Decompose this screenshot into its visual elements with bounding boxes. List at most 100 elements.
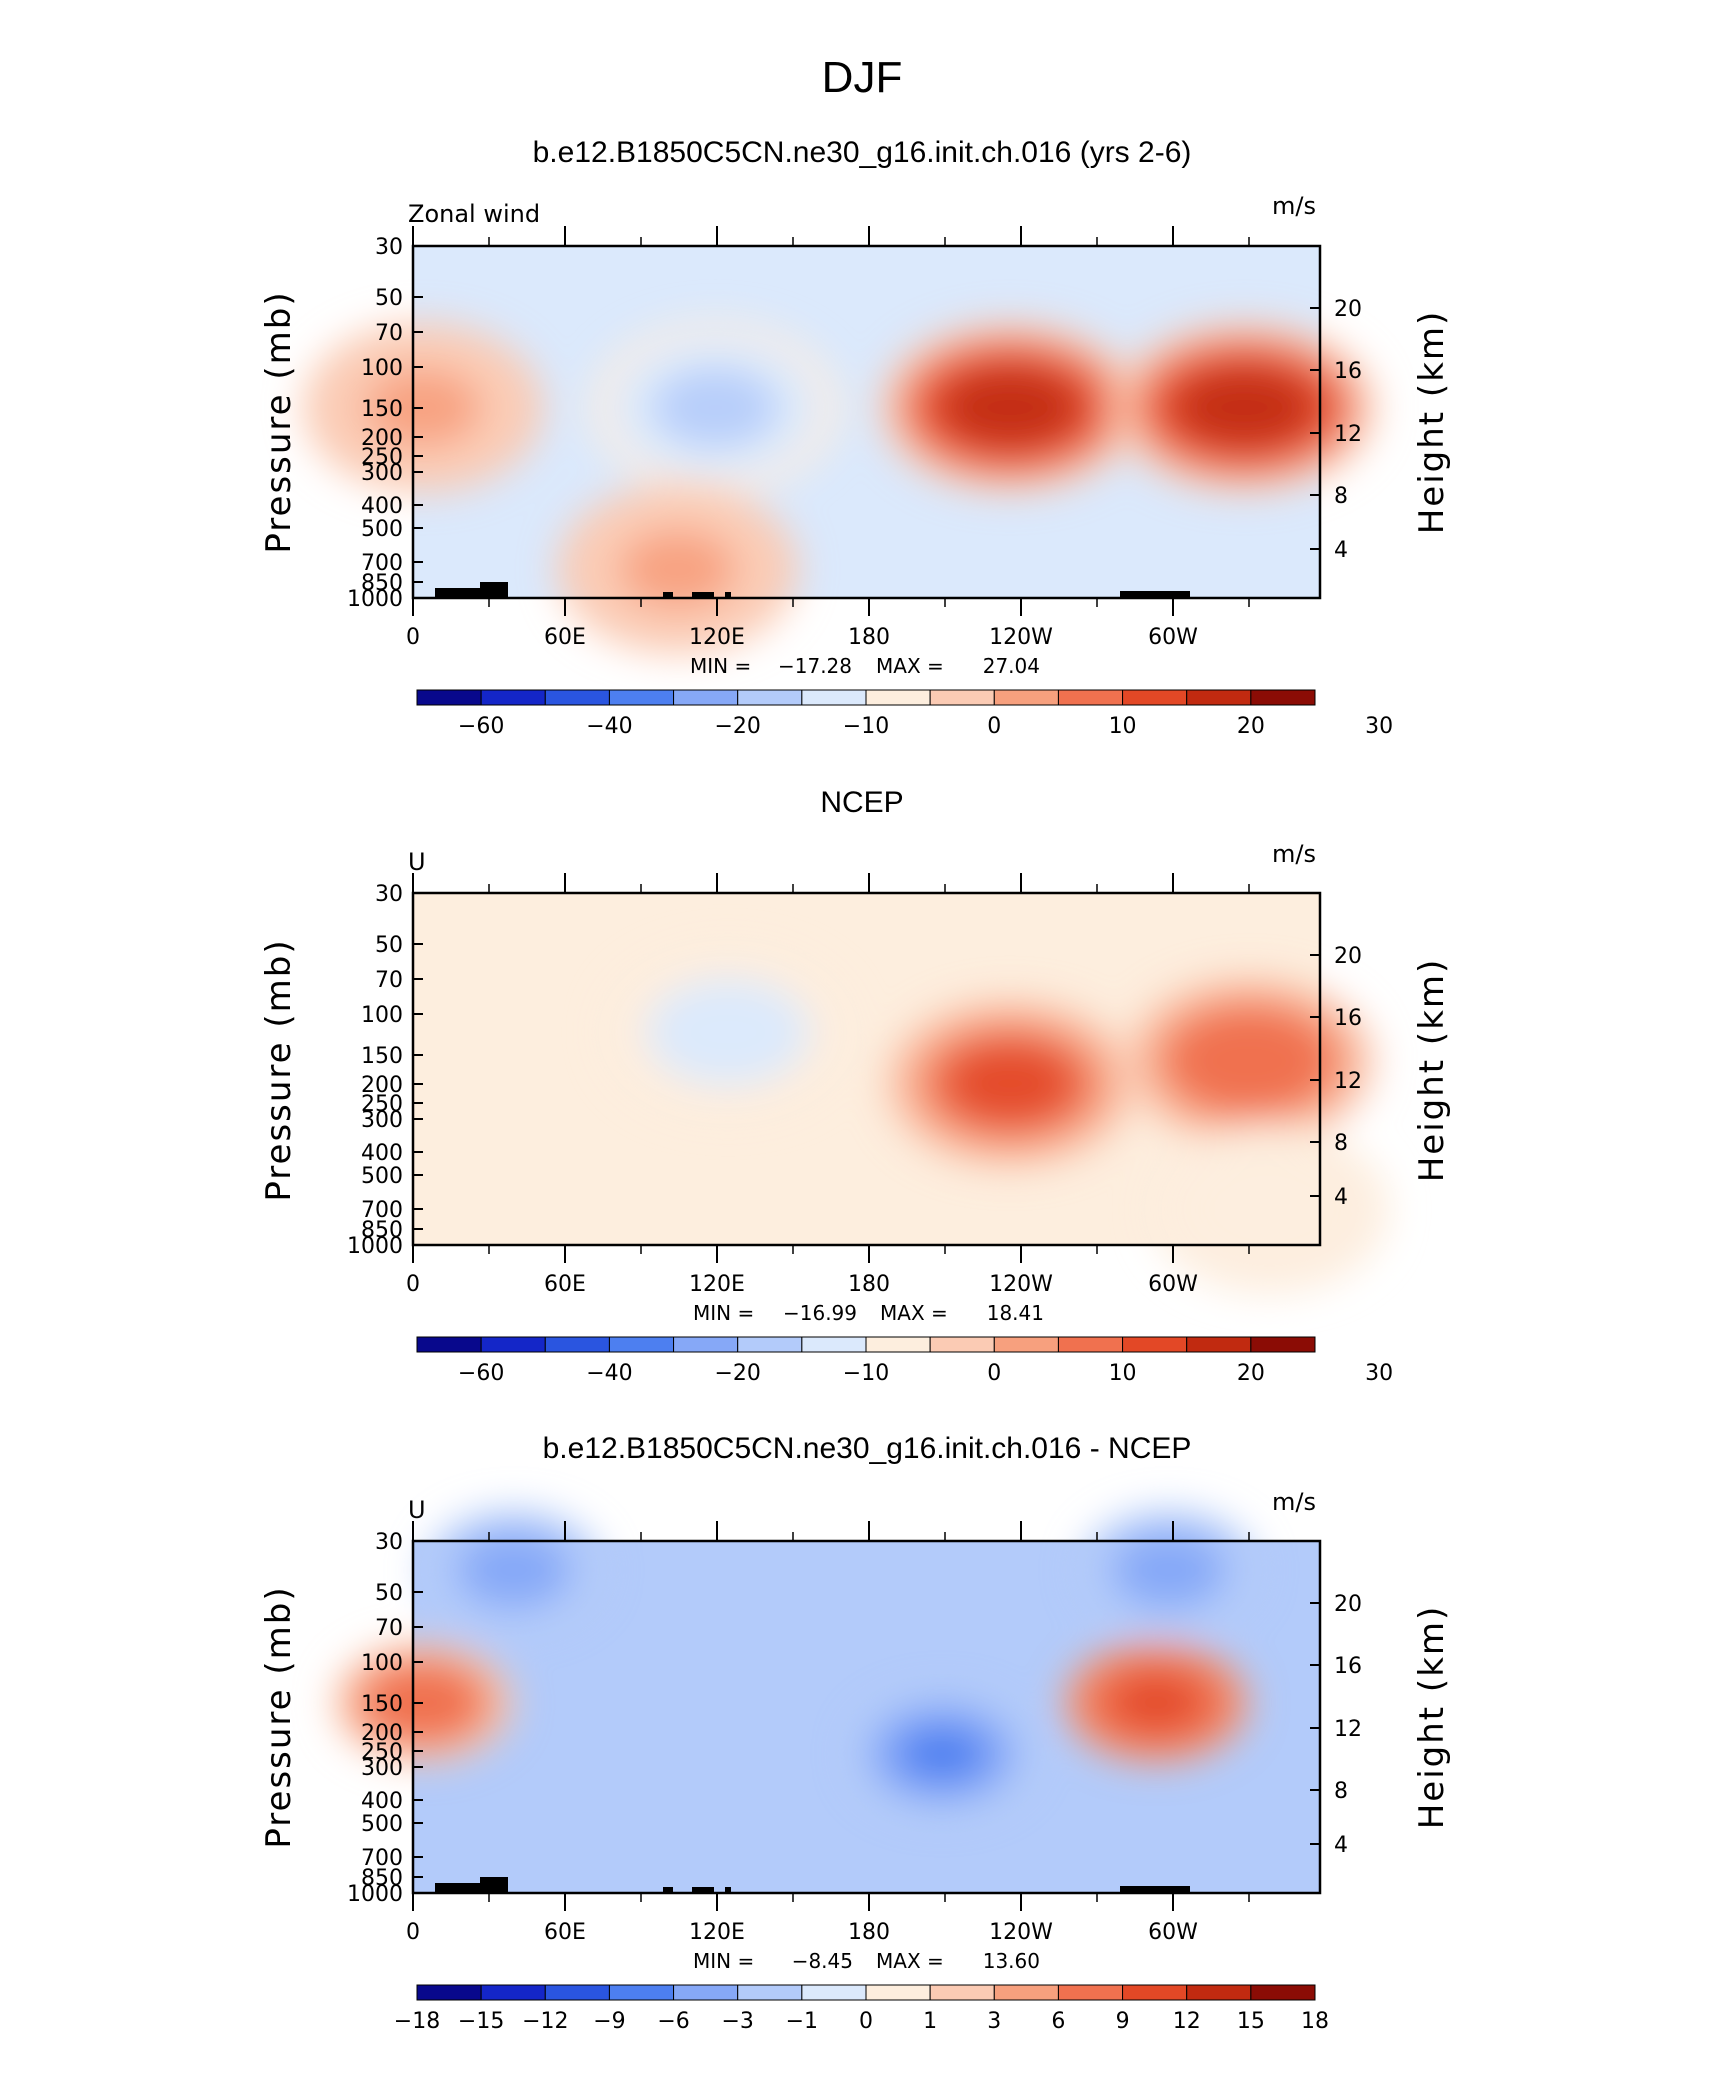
y-tick-label: 300 bbox=[361, 1108, 403, 1133]
topography-bar-5 bbox=[1120, 591, 1190, 598]
y-tick-label: 1000 bbox=[347, 587, 403, 612]
y2-tick-label: 20 bbox=[1334, 944, 1362, 969]
x-tick-label: 60E bbox=[544, 1920, 586, 1945]
topography-bar-5 bbox=[1120, 1886, 1190, 1893]
panel-2-left-label: U bbox=[408, 848, 426, 876]
x-tick-label: 120E bbox=[689, 1920, 745, 1945]
colorbar-swatch bbox=[1122, 1984, 1188, 2001]
colorbar-label: −9 bbox=[593, 2009, 625, 2034]
colorbar-label: −12 bbox=[522, 2009, 568, 2034]
y-tick-label: 500 bbox=[361, 1164, 403, 1189]
panel-3-topography bbox=[435, 1877, 1190, 1893]
colorbar-label: −1 bbox=[786, 2009, 818, 2034]
panel-2-max-value: 18.41 bbox=[987, 1301, 1044, 1325]
colorbar-swatch bbox=[1057, 1336, 1124, 1353]
colorbar-label: 10 bbox=[1109, 714, 1137, 739]
y-tick-label: 200 bbox=[361, 1721, 403, 1746]
panel-3: b.e12.B1850C5CN.ne30_g16.init.ch.016 - N… bbox=[259, 1432, 1452, 2034]
topography-bar-0 bbox=[435, 588, 493, 598]
colorbar-swatch bbox=[865, 1984, 931, 2001]
panel-2-colorbar: −60 −40 −20 −10 0 10 20 30 bbox=[416, 1336, 1393, 1386]
y-tick-label: 700 bbox=[361, 1198, 403, 1223]
topography-bar-1 bbox=[480, 1877, 508, 1893]
colorbar-swatch bbox=[801, 1984, 867, 2001]
x-tick-label: 120E bbox=[689, 625, 745, 650]
topography-bar-2 bbox=[663, 1887, 673, 1893]
colorbar-swatch bbox=[993, 1984, 1059, 2001]
x-tick-label: 180 bbox=[848, 625, 890, 650]
panel-1-ylabel: Pressure (mb) bbox=[259, 290, 299, 553]
panel-2-ylabel: Pressure (mb) bbox=[259, 938, 299, 1201]
panel-1: b.e12.B1850C5CN.ne30_g16.init.ch.016 (yr… bbox=[259, 136, 1452, 739]
y-tick-label: 150 bbox=[361, 397, 403, 422]
colorbar-swatch bbox=[673, 689, 739, 706]
y-tick-label: 300 bbox=[361, 1756, 403, 1781]
panel-3-left-label: U bbox=[408, 1496, 426, 1524]
colorbar-swatch bbox=[993, 1336, 1059, 1353]
x-tick-label: 60W bbox=[1148, 1920, 1198, 1945]
colorbar-label: 0 bbox=[859, 2009, 873, 2034]
colorbar-swatch bbox=[416, 1984, 482, 2001]
colorbar-swatch bbox=[737, 1984, 803, 2001]
panel-1-contours bbox=[301, 321, 1377, 655]
topography-bar-4 bbox=[725, 1887, 731, 1893]
y-tick-label: 850 bbox=[361, 571, 403, 596]
y2-tick-label: 16 bbox=[1334, 1006, 1362, 1031]
panel-2-frame bbox=[411, 891, 1322, 1247]
colorbar-swatch bbox=[1122, 689, 1188, 706]
y-tick-label: 200 bbox=[361, 1073, 403, 1098]
panel-1-min-label: MIN = bbox=[690, 654, 751, 678]
y-tick-label: 250 bbox=[361, 1092, 403, 1117]
y2-tick-label: 16 bbox=[1334, 1654, 1362, 1679]
y-tick-label: 70 bbox=[375, 1616, 403, 1641]
colorbar-label: 30 bbox=[1365, 1361, 1393, 1386]
colorbar-label: 20 bbox=[1237, 714, 1265, 739]
colorbar-label: −15 bbox=[458, 2009, 504, 2034]
contour-0-3 bbox=[667, 993, 789, 1071]
y-tick-label: 1000 bbox=[347, 1234, 403, 1259]
y-tick-label: 700 bbox=[361, 551, 403, 576]
contour-1-3 bbox=[1109, 1675, 1203, 1731]
colorbar-swatch bbox=[865, 689, 931, 706]
figure-title: DJF bbox=[822, 53, 903, 102]
contour-1-3 bbox=[947, 1044, 1074, 1122]
y-tick-label: 50 bbox=[375, 286, 403, 311]
panel-1-units: m/s bbox=[1272, 192, 1316, 220]
topography-bar-0 bbox=[435, 1883, 493, 1893]
panel-2-y2label: Height (km) bbox=[1412, 958, 1452, 1183]
y-tick-label: 1000 bbox=[347, 1882, 403, 1907]
x-tick-label: 60W bbox=[1148, 625, 1198, 650]
y-tick-label: 700 bbox=[361, 1846, 403, 1871]
colorbar-swatch bbox=[1250, 1984, 1316, 2001]
panel-1-max-label: MAX = bbox=[876, 654, 944, 678]
y-tick-label: 50 bbox=[375, 1581, 403, 1606]
colorbar-label: −60 bbox=[458, 1361, 504, 1386]
colorbar-swatch bbox=[1057, 1984, 1124, 2001]
y2-tick-label: 4 bbox=[1334, 1185, 1348, 1210]
panel-3-y2label: Height (km) bbox=[1412, 1605, 1452, 1830]
panel-3-max-value: 13.60 bbox=[983, 1949, 1040, 1973]
topography-bar-2 bbox=[663, 592, 673, 598]
colorbar-label: 30 bbox=[1365, 714, 1393, 739]
y2-tick-label: 12 bbox=[1334, 1717, 1362, 1742]
x-tick-label: 60E bbox=[544, 1272, 586, 1297]
y-tick-label: 30 bbox=[375, 235, 403, 260]
panel-1-topography bbox=[435, 582, 1190, 598]
colorbar-label: −20 bbox=[714, 714, 760, 739]
colorbar-swatch bbox=[416, 689, 482, 706]
colorbar-swatch bbox=[608, 1984, 675, 2001]
panel-2: NCEP U m/s 30507010015020025030040050070… bbox=[259, 786, 1452, 1386]
x-tick-label: 120W bbox=[989, 1920, 1053, 1945]
colorbar-swatch bbox=[1186, 689, 1252, 706]
colorbar-swatch bbox=[608, 1336, 675, 1353]
x-tick-label: 0 bbox=[406, 1272, 420, 1297]
panel-3-colorbar: −18 −15 −12 −9 −6 −3 −1 0 1 3 6 9 12 15 18 bbox=[394, 1984, 1329, 2034]
colorbar-label: 9 bbox=[1116, 2009, 1130, 2034]
y2-tick-label: 4 bbox=[1334, 538, 1348, 563]
x-tick-label: 120W bbox=[989, 1272, 1053, 1297]
x-tick-label: 180 bbox=[848, 1920, 890, 1945]
x-tick-label: 120E bbox=[689, 1272, 745, 1297]
contour-2-3 bbox=[1175, 369, 1313, 447]
y-tick-label: 300 bbox=[361, 461, 403, 486]
